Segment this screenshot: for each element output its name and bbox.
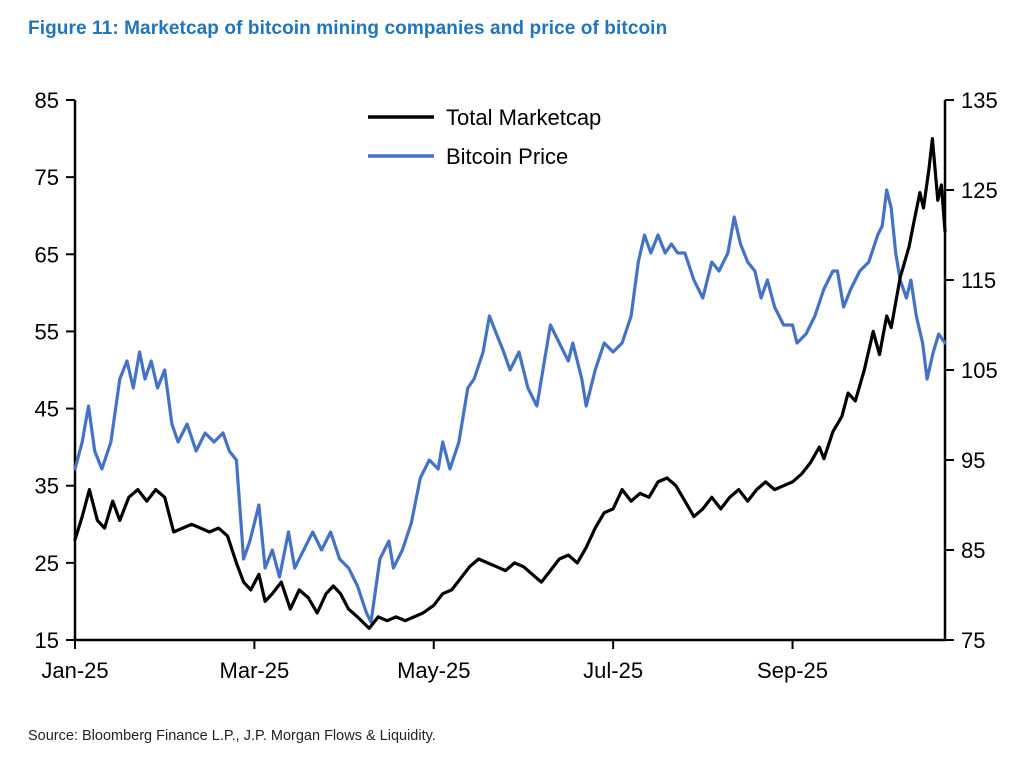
chart-area: 15 25 35 45 55 65 75 85 75 85 95 105 115 125 135 Jan-25… <box>0 82 1024 702</box>
right-tick-label: 75 <box>961 628 985 653</box>
x-tick-label: Jan-25 <box>41 658 108 683</box>
x-tick-label: Mar-25 <box>220 658 290 683</box>
left-tick-label: 55 <box>35 319 59 344</box>
left-tick-label: 75 <box>35 165 59 190</box>
x-tick-label: Jul-25 <box>583 658 643 683</box>
bitcoin-price-line <box>73 188 947 624</box>
total-marketcap-line <box>73 136 947 631</box>
x-tick-label: Sep-25 <box>757 658 828 683</box>
right-tick-label: 125 <box>961 178 998 203</box>
right-tick-label: 95 <box>961 448 985 473</box>
right-tick-label: 105 <box>961 358 998 383</box>
figure-title: Figure 11: Marketcap of bitcoin mining c… <box>28 18 668 39</box>
left-tick-label: 65 <box>35 242 59 267</box>
left-tick-label: 25 <box>35 551 59 576</box>
legend-label-total-marketcap: Total Marketcap <box>446 105 601 130</box>
left-tick-label: 45 <box>35 397 59 422</box>
left-tick-label: 15 <box>35 628 59 653</box>
right-tick-label: 85 <box>961 538 985 563</box>
source-note: Source: Bloomberg Finance L.P., J.P. Mor… <box>28 728 436 744</box>
chart-svg: 15 25 35 45 55 65 75 85 75 85 95 105 115 125 135 Jan-25… <box>35 88 998 683</box>
right-tick-label: 115 <box>961 268 996 293</box>
legend-label-bitcoin-price: Bitcoin Price <box>446 144 568 169</box>
x-tick-label: May-25 <box>397 658 470 683</box>
left-tick-label: 35 <box>35 474 59 499</box>
left-tick-label: 85 <box>35 88 59 113</box>
right-tick-label: 135 <box>961 88 998 113</box>
